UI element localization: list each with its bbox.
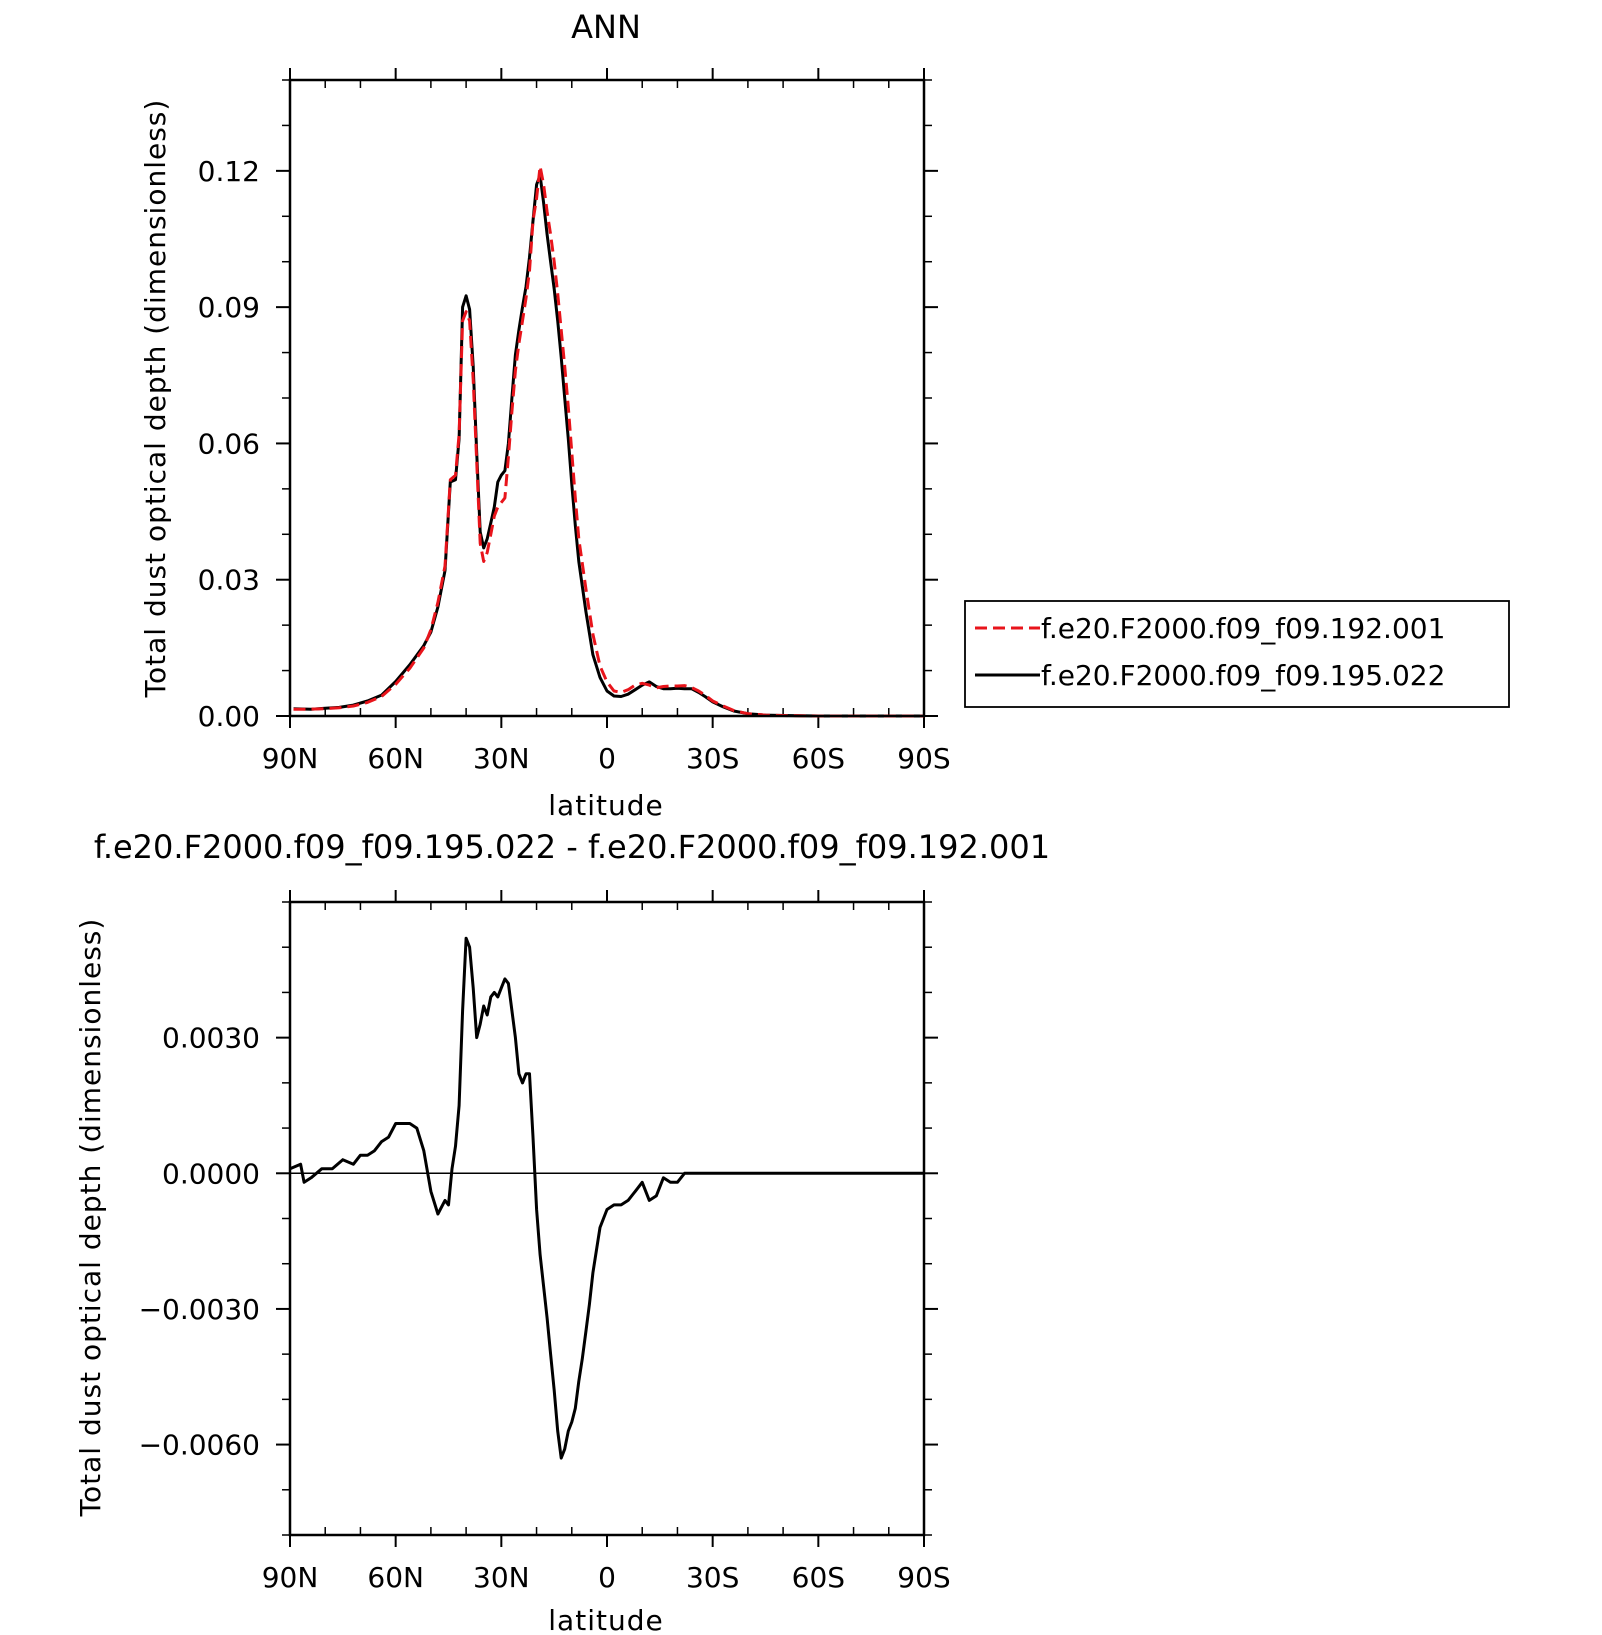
bottom-plot-frame [288, 900, 926, 1537]
y-tick-label: 0.0030 [162, 1022, 260, 1055]
bottom-series-lines [289, 936, 924, 1460]
x-tick-label: 90S [897, 1561, 950, 1594]
y-tick-label: −0.0060 [139, 1429, 260, 1462]
top-x-tick-labels: 90N 60N 30N 0 30S 60S 90S [262, 742, 951, 775]
y-tick-label: 0.00 [198, 700, 260, 733]
legend-box [964, 600, 1510, 708]
bottom-y-axis-label: Total dust optical depth (dimensionless) [74, 918, 107, 1518]
top-y-tick-labels: 0.00 0.03 0.06 0.09 0.12 [198, 155, 260, 733]
series-line-2 [293, 173, 924, 718]
y-tick-label: 0.03 [198, 564, 260, 597]
y-tick-label: −0.0030 [139, 1293, 260, 1326]
x-tick-label: 0 [598, 1561, 616, 1594]
bottom-axis-ticks [276, 890, 938, 1547]
bottom-x-tick-labels: 90N 60N 30N 0 30S 60S 90S [262, 1561, 951, 1594]
x-tick-label: 30N [473, 1561, 530, 1594]
bottom-x-axis-label: latitude [548, 1604, 663, 1635]
legend-entry-2: f.e20.F2000.f09_f09.195.022 [1041, 659, 1445, 692]
bottom-chart-title: f.e20.F2000.f09_f09.195.022 - f.e20.F200… [94, 828, 1050, 866]
y-tick-label: 0.06 [198, 427, 260, 460]
top-x-axis-label: latitude [548, 789, 663, 822]
bottom-panel: f.e20.F2000.f09_f09.195.022 - f.e20.F200… [74, 828, 1050, 1635]
bottom-y-tick-labels: −0.0060 −0.0030 0.0000 0.0030 [139, 1022, 260, 1462]
x-tick-label: 60S [792, 1561, 845, 1594]
x-tick-label: 0 [598, 742, 616, 775]
legend: f.e20.F2000.f09_f09.192.001 f.e20.F2000.… [964, 600, 1510, 708]
top-plot-frame [288, 78, 926, 718]
series-line-1 [289, 936, 924, 1460]
x-tick-label: 90N [262, 742, 319, 775]
x-tick-label: 30N [473, 742, 530, 775]
x-tick-label: 60N [367, 742, 424, 775]
x-tick-label: 90S [897, 742, 950, 775]
y-tick-label: 0.12 [198, 155, 260, 188]
y-tick-label: 0.0000 [162, 1157, 260, 1190]
top-axis-ticks [276, 68, 938, 728]
top-series-lines [293, 164, 924, 718]
top-panel: ANN Total dust optical depth (dimensionl… [139, 8, 1510, 822]
top-y-axis-label: Total dust optical depth (dimensionless) [139, 99, 172, 699]
series-line-1 [293, 164, 924, 718]
y-tick-label: 0.09 [198, 291, 260, 324]
x-tick-label: 90N [262, 1561, 319, 1594]
top-chart-title: ANN [571, 8, 641, 46]
x-tick-label: 30S [686, 1561, 739, 1594]
x-tick-label: 60N [367, 1561, 424, 1594]
legend-entry-1: f.e20.F2000.f09_f09.192.001 [1041, 612, 1445, 645]
x-tick-label: 60S [792, 742, 845, 775]
x-tick-label: 30S [686, 742, 739, 775]
